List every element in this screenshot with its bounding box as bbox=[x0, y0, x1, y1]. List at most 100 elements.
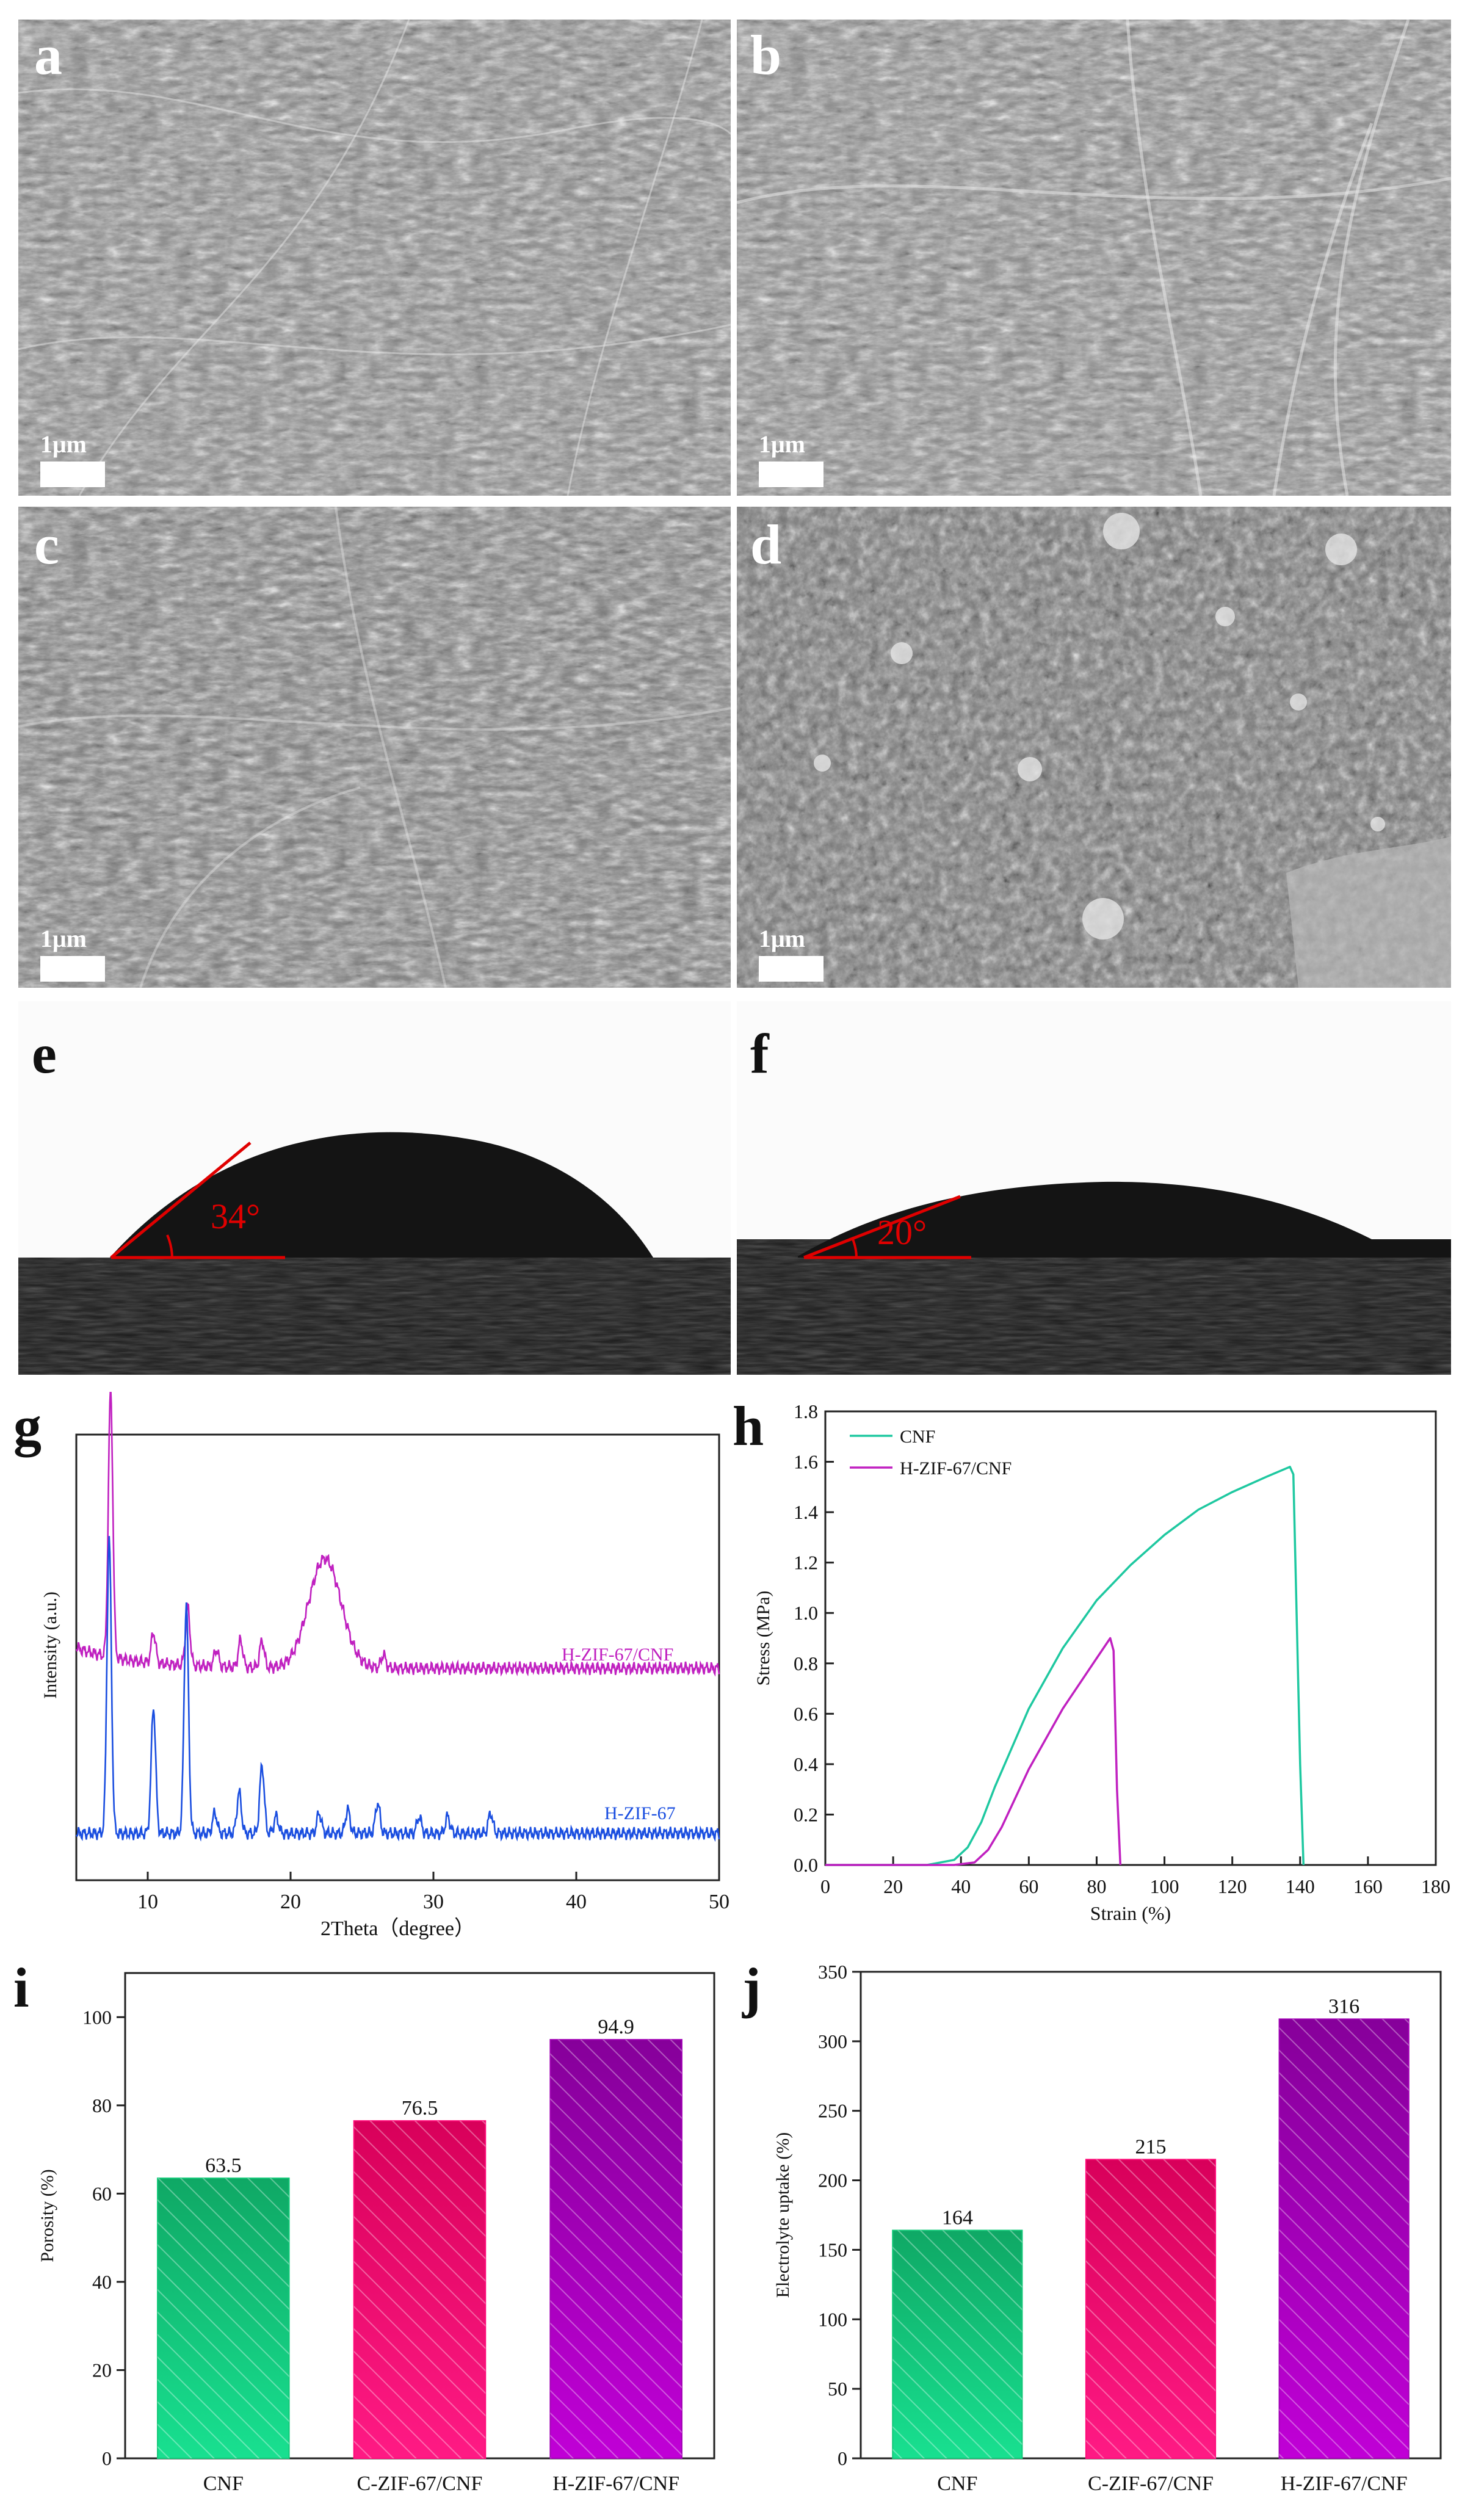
stress-y-tick-label: 0.2 bbox=[794, 1803, 818, 1825]
porosity-bar-value-label: 63.5 bbox=[205, 2154, 242, 2177]
scale-bar-label-d: 1μm bbox=[759, 925, 805, 952]
uptake-y-tick-label: 50 bbox=[828, 2378, 847, 2400]
stress-x-tick-label: 0 bbox=[820, 1875, 830, 1897]
contact-angle-label-e: 34° bbox=[211, 1197, 260, 1236]
stress-x-tick-label: 140 bbox=[1286, 1875, 1315, 1897]
xrd-x-tick-label: 40 bbox=[566, 1891, 587, 1913]
porosity-y-tick-label: 20 bbox=[92, 2359, 112, 2381]
porosity-bar-hatch bbox=[157, 2178, 289, 2458]
xrd-x-axis-label: 2Theta（degree） bbox=[320, 1917, 475, 1940]
uptake-category-label: CNF bbox=[937, 2472, 977, 2495]
porosity-y-tick-label: 60 bbox=[92, 2182, 112, 2204]
porosity-category-label: CNF bbox=[203, 2472, 244, 2495]
xrd-y-axis-label: Intensity (a.u.) bbox=[40, 1591, 60, 1699]
stress-plot-frame bbox=[824, 1410, 1437, 1866]
stress-y-tick-label: 1.4 bbox=[794, 1501, 818, 1523]
uptake-category-label: C-ZIF-67/CNF bbox=[1088, 2472, 1214, 2495]
stress-series-hzif-cnf bbox=[825, 1637, 1122, 1866]
stress-series-cnf-legend-label: CNF bbox=[900, 1427, 935, 1447]
contact-angle-drawing-e: 34° bbox=[18, 1132, 731, 1375]
uptake-category-label: H-ZIF-67/CNF bbox=[1281, 2472, 1408, 2495]
porosity-y-tick-label: 0 bbox=[102, 2447, 112, 2469]
sem-image-a: a 1μm bbox=[18, 20, 731, 496]
stress-y-tick-label: 0.0 bbox=[794, 1854, 818, 1876]
porosity-bar-hatch bbox=[353, 2121, 486, 2458]
scale-bar-label-b: 1μm bbox=[759, 430, 805, 458]
uptake-y-tick-label: 150 bbox=[818, 2239, 847, 2261]
sem-texture-c bbox=[18, 507, 731, 988]
scale-bar-b bbox=[759, 462, 823, 487]
uptake-bar-value-label: 215 bbox=[1135, 2135, 1167, 2158]
porosity-bar-hatch bbox=[550, 2040, 682, 2458]
xrd-x-tick-label: 20 bbox=[280, 1891, 301, 1913]
scale-bar-label-c: 1μm bbox=[40, 925, 87, 952]
tangent-line-f bbox=[803, 1195, 961, 1259]
scale-bar-a bbox=[40, 462, 105, 487]
sem-texture-d bbox=[737, 507, 1451, 988]
contact-angle-drawing-f: 20° bbox=[737, 1181, 1451, 1375]
porosity-bar-value-label: 76.5 bbox=[402, 2097, 438, 2120]
xrd-series-hzif-label: H-ZIF-67 bbox=[604, 1803, 676, 1823]
panel-label-c: c bbox=[34, 513, 59, 576]
stress-y-axis-label: Stress (MPa) bbox=[753, 1591, 773, 1686]
stress-x-tick-label: 60 bbox=[1019, 1875, 1038, 1897]
stress-strain-chart: 0 20 40 60 80 100 120 140 160 180 0.0 0.2 0.4 0.6 0.8 1… bbox=[753, 1400, 1450, 1924]
panel-label-g: g bbox=[13, 1395, 42, 1457]
uptake-y-tick-label: 200 bbox=[818, 2170, 847, 2192]
scale-bar-d bbox=[759, 956, 823, 982]
porosity-bar-chart: 0 20 40 60 80 100 Porosity (%) 63.5 CNF 76.5 C-ZIF… bbox=[37, 1972, 715, 2495]
panel-label-a: a bbox=[34, 24, 62, 86]
uptake-bar-hatch bbox=[1279, 2019, 1409, 2458]
stress-x-tick-label: 180 bbox=[1421, 1875, 1450, 1897]
xrd-series-hzif bbox=[75, 1536, 720, 1842]
panel-label-i: i bbox=[13, 1957, 29, 2019]
sem-texture-a bbox=[18, 20, 731, 496]
porosity-y-tick-label: 40 bbox=[92, 2271, 112, 2293]
xrd-series-hzif-cnf bbox=[75, 1392, 720, 1677]
stress-y-tick-label: 0.6 bbox=[794, 1703, 818, 1725]
stress-series-hzif-cnf-legend-label: H-ZIF-67/CNF bbox=[900, 1458, 1012, 1479]
uptake-y-tick-label: 300 bbox=[818, 2030, 847, 2052]
scale-bar-c bbox=[40, 956, 105, 982]
uptake-y-tick-label: 350 bbox=[818, 1961, 847, 1983]
xrd-plot-frame bbox=[75, 1433, 720, 1881]
panel-label-e: e bbox=[32, 1023, 57, 1085]
xrd-x-tick-label: 30 bbox=[423, 1891, 444, 1913]
panel-label-h: h bbox=[733, 1395, 764, 1457]
uptake-bar-hatch bbox=[892, 2230, 1023, 2458]
stress-y-tick-label: 1.8 bbox=[794, 1400, 818, 1422]
panel-label-b: b bbox=[750, 24, 782, 86]
contact-angle-label-f: 20° bbox=[877, 1212, 927, 1252]
uptake-bar-hatch bbox=[1085, 2159, 1216, 2458]
scale-bar-label-a: 1μm bbox=[40, 430, 87, 458]
xrd-series-hzif-cnf-label: H-ZIF-67/CNF bbox=[562, 1645, 673, 1665]
uptake-y-axis-label: Electrolyte uptake (%) bbox=[773, 2132, 793, 2298]
porosity-y-tick-label: 80 bbox=[92, 2094, 112, 2116]
stress-y-tick-label: 1.6 bbox=[794, 1451, 818, 1473]
porosity-y-tick-label: 100 bbox=[82, 2006, 112, 2028]
stress-x-tick-label: 40 bbox=[951, 1875, 971, 1897]
panel-label-j: j bbox=[742, 1957, 761, 2019]
stress-x-tick-label: 120 bbox=[1218, 1875, 1247, 1897]
uptake-bar-value-label: 164 bbox=[942, 2207, 973, 2229]
contact-angle-image-e: 34° e bbox=[18, 1001, 731, 1375]
uptake-bar-value-label: 316 bbox=[1328, 1995, 1359, 2018]
sem-image-c: c 1μm bbox=[18, 507, 731, 988]
stress-x-tick-label: 100 bbox=[1150, 1875, 1179, 1897]
sem-image-b: b 1μm bbox=[737, 20, 1451, 496]
droplet-e bbox=[110, 1132, 653, 1258]
stress-y-tick-label: 1.2 bbox=[794, 1552, 818, 1574]
stress-y-tick-label: 1.0 bbox=[794, 1602, 818, 1624]
uptake-y-tick-label: 250 bbox=[818, 2100, 847, 2122]
sem-texture-b bbox=[737, 20, 1451, 496]
uptake-y-tick-label: 0 bbox=[838, 2447, 847, 2469]
porosity-y-axis-label: Porosity (%) bbox=[37, 2169, 57, 2262]
porosity-bar-value-label: 94.9 bbox=[598, 2016, 634, 2038]
porosity-category-label: H-ZIF-67/CNF bbox=[552, 2472, 679, 2495]
stress-y-tick-label: 0.8 bbox=[794, 1653, 818, 1674]
sem-image-d: d 1μm bbox=[737, 507, 1451, 988]
stress-x-tick-label: 20 bbox=[883, 1875, 903, 1897]
stress-x-tick-label: 160 bbox=[1353, 1875, 1383, 1897]
tangent-line-e bbox=[110, 1142, 252, 1259]
contact-angle-image-f: 20° f bbox=[737, 1001, 1451, 1375]
